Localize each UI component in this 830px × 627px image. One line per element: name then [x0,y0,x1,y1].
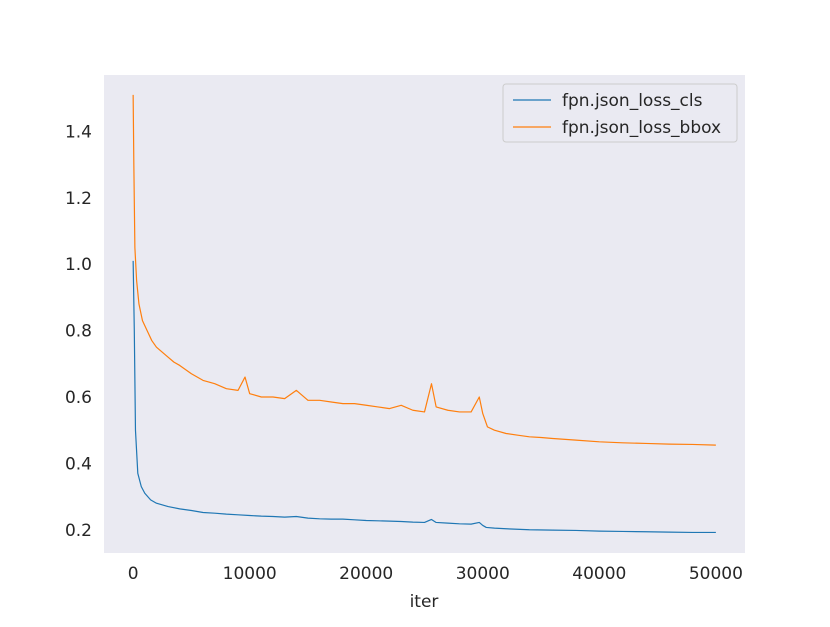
legend-label: fpn.json_loss_bbox [562,118,721,138]
y-tick-label: 0.8 [65,322,92,342]
y-tick-label: 0.6 [65,388,92,408]
legend-label: fpn.json_loss_cls [562,91,703,111]
y-tick-label: 0.4 [65,454,92,474]
x-tick-label: 0 [128,564,139,584]
x-tick-label: 50000 [689,564,743,584]
legend-box [502,83,738,143]
legend: fpn.json_loss_cls fpn.json_loss_bbox [502,83,738,143]
y-tick-label: 1.4 [65,122,92,142]
y-tick-label: 0.2 [65,521,92,541]
x-tick-label: 40000 [572,564,626,584]
series-layer [132,94,716,534]
y-axis-ticks: 0.2 0.4 0.6 0.8 1.0 1.2 1.4 [65,122,92,540]
series-line-1 [132,260,716,534]
y-tick-label: 1.2 [65,189,92,209]
plot-area [104,75,745,553]
y-tick-label: 1.0 [65,255,92,275]
x-tick-label: 10000 [223,564,277,584]
x-axis-label: iter [410,592,439,612]
x-tick-label: 30000 [456,564,510,584]
x-tick-label: 20000 [339,564,393,584]
x-axis-ticks: 0 10000 20000 30000 40000 50000 [128,564,743,584]
series-line-2 [132,94,716,446]
